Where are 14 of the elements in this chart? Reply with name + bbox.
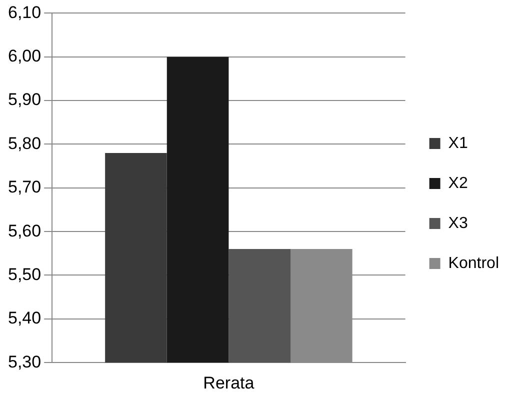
- y-tick-label: 6,00: [8, 46, 42, 66]
- y-tick-label: 5,60: [8, 221, 42, 240]
- y-tick-label: 5,40: [8, 308, 42, 328]
- y-tick-label: 5,50: [8, 264, 42, 284]
- y-tick-label: 5,70: [8, 178, 42, 197]
- y-tick-label: 5,80: [8, 134, 42, 153]
- y-tick-label: 5,90: [8, 90, 42, 110]
- x-tick-label: Rerata: [203, 373, 255, 392]
- y-tick-label: 5,30: [8, 352, 42, 372]
- y-tick-label: 6,10: [8, 2, 42, 22]
- legend-label: X3: [448, 214, 468, 232]
- legend-label: X1: [448, 134, 468, 152]
- legend-label: X2: [448, 174, 468, 192]
- legend-label: Kontrol: [448, 254, 500, 272]
